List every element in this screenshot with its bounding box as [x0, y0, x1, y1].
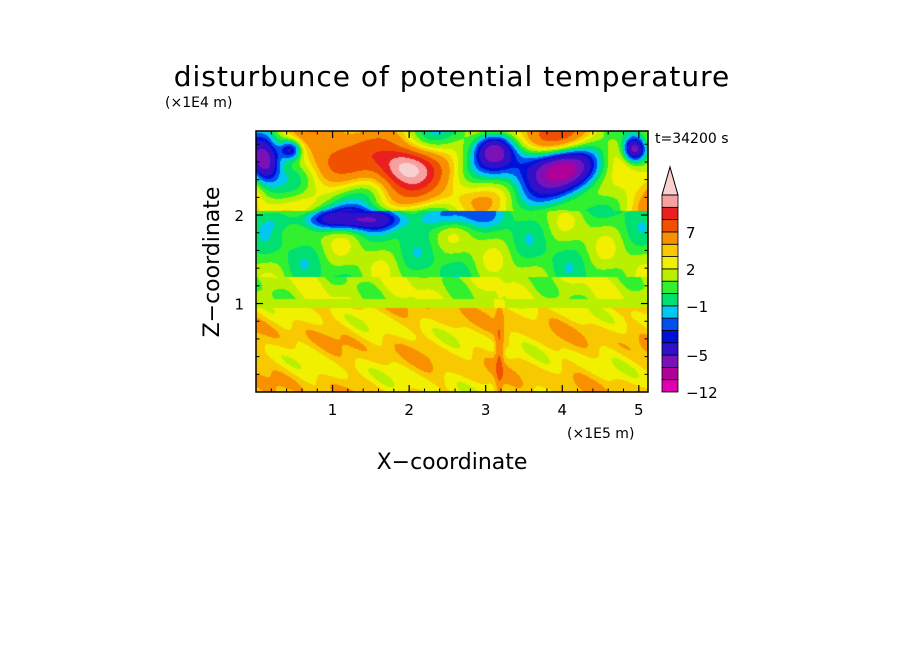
colorbar-swatch: [661, 219, 679, 233]
y-multiplier-label: (×1E4 m): [165, 95, 232, 111]
colorbar-tick-label: 2: [686, 261, 696, 279]
plot-frame: [255, 130, 649, 393]
x-multiplier-label: (×1E5 m): [567, 426, 634, 442]
y-axis: 12: [234, 143, 648, 375]
time-label: t=34200 s: [655, 131, 729, 147]
colorbar-swatch: [661, 280, 679, 294]
colorbar-extend-arrow: [661, 165, 679, 196]
colorbar: −12−5−127: [661, 165, 718, 402]
y-axis-label: Z−coordinate: [200, 187, 225, 338]
colorbar-tick-label: −12: [686, 384, 718, 402]
heatmap-field: [256, 131, 648, 392]
x-tick-label: 5: [634, 401, 644, 419]
colorbar-tick-label: −1: [686, 298, 708, 316]
colorbar-swatch: [661, 206, 679, 221]
colorbar-swatch: [661, 268, 679, 282]
colorbar-swatch: [661, 293, 679, 307]
colorbar-swatch: [661, 305, 679, 319]
x-tick-label: 2: [404, 401, 414, 419]
y-tick-label: 1: [234, 296, 244, 314]
x-tick-label: 3: [481, 401, 491, 419]
colorbar-swatch: [661, 354, 679, 368]
x-tick-label: 4: [557, 401, 567, 419]
colorbar-swatch: [661, 317, 679, 331]
colorbar-swatch: [661, 194, 679, 208]
colorbar-swatch: [661, 256, 679, 270]
x-tick-label: 1: [328, 401, 338, 419]
x-axis-label: X−coordinate: [377, 450, 528, 475]
x-axis: 1 2 3 4 5: [270, 131, 644, 419]
colorbar-swatch: [661, 366, 679, 381]
colorbar-swatch: [661, 379, 679, 393]
colorbar-swatch: [661, 231, 679, 245]
chart-title: disturbunce of potential temperature: [174, 60, 731, 93]
colorbar-swatch: [661, 330, 679, 344]
colorbar-swatch: [661, 243, 679, 257]
y-tick-label: 2: [234, 207, 244, 225]
colorbar-swatch: [661, 342, 679, 356]
colorbar-tick-label: 7: [686, 224, 696, 242]
colorbar-tick-label: −5: [686, 347, 708, 365]
